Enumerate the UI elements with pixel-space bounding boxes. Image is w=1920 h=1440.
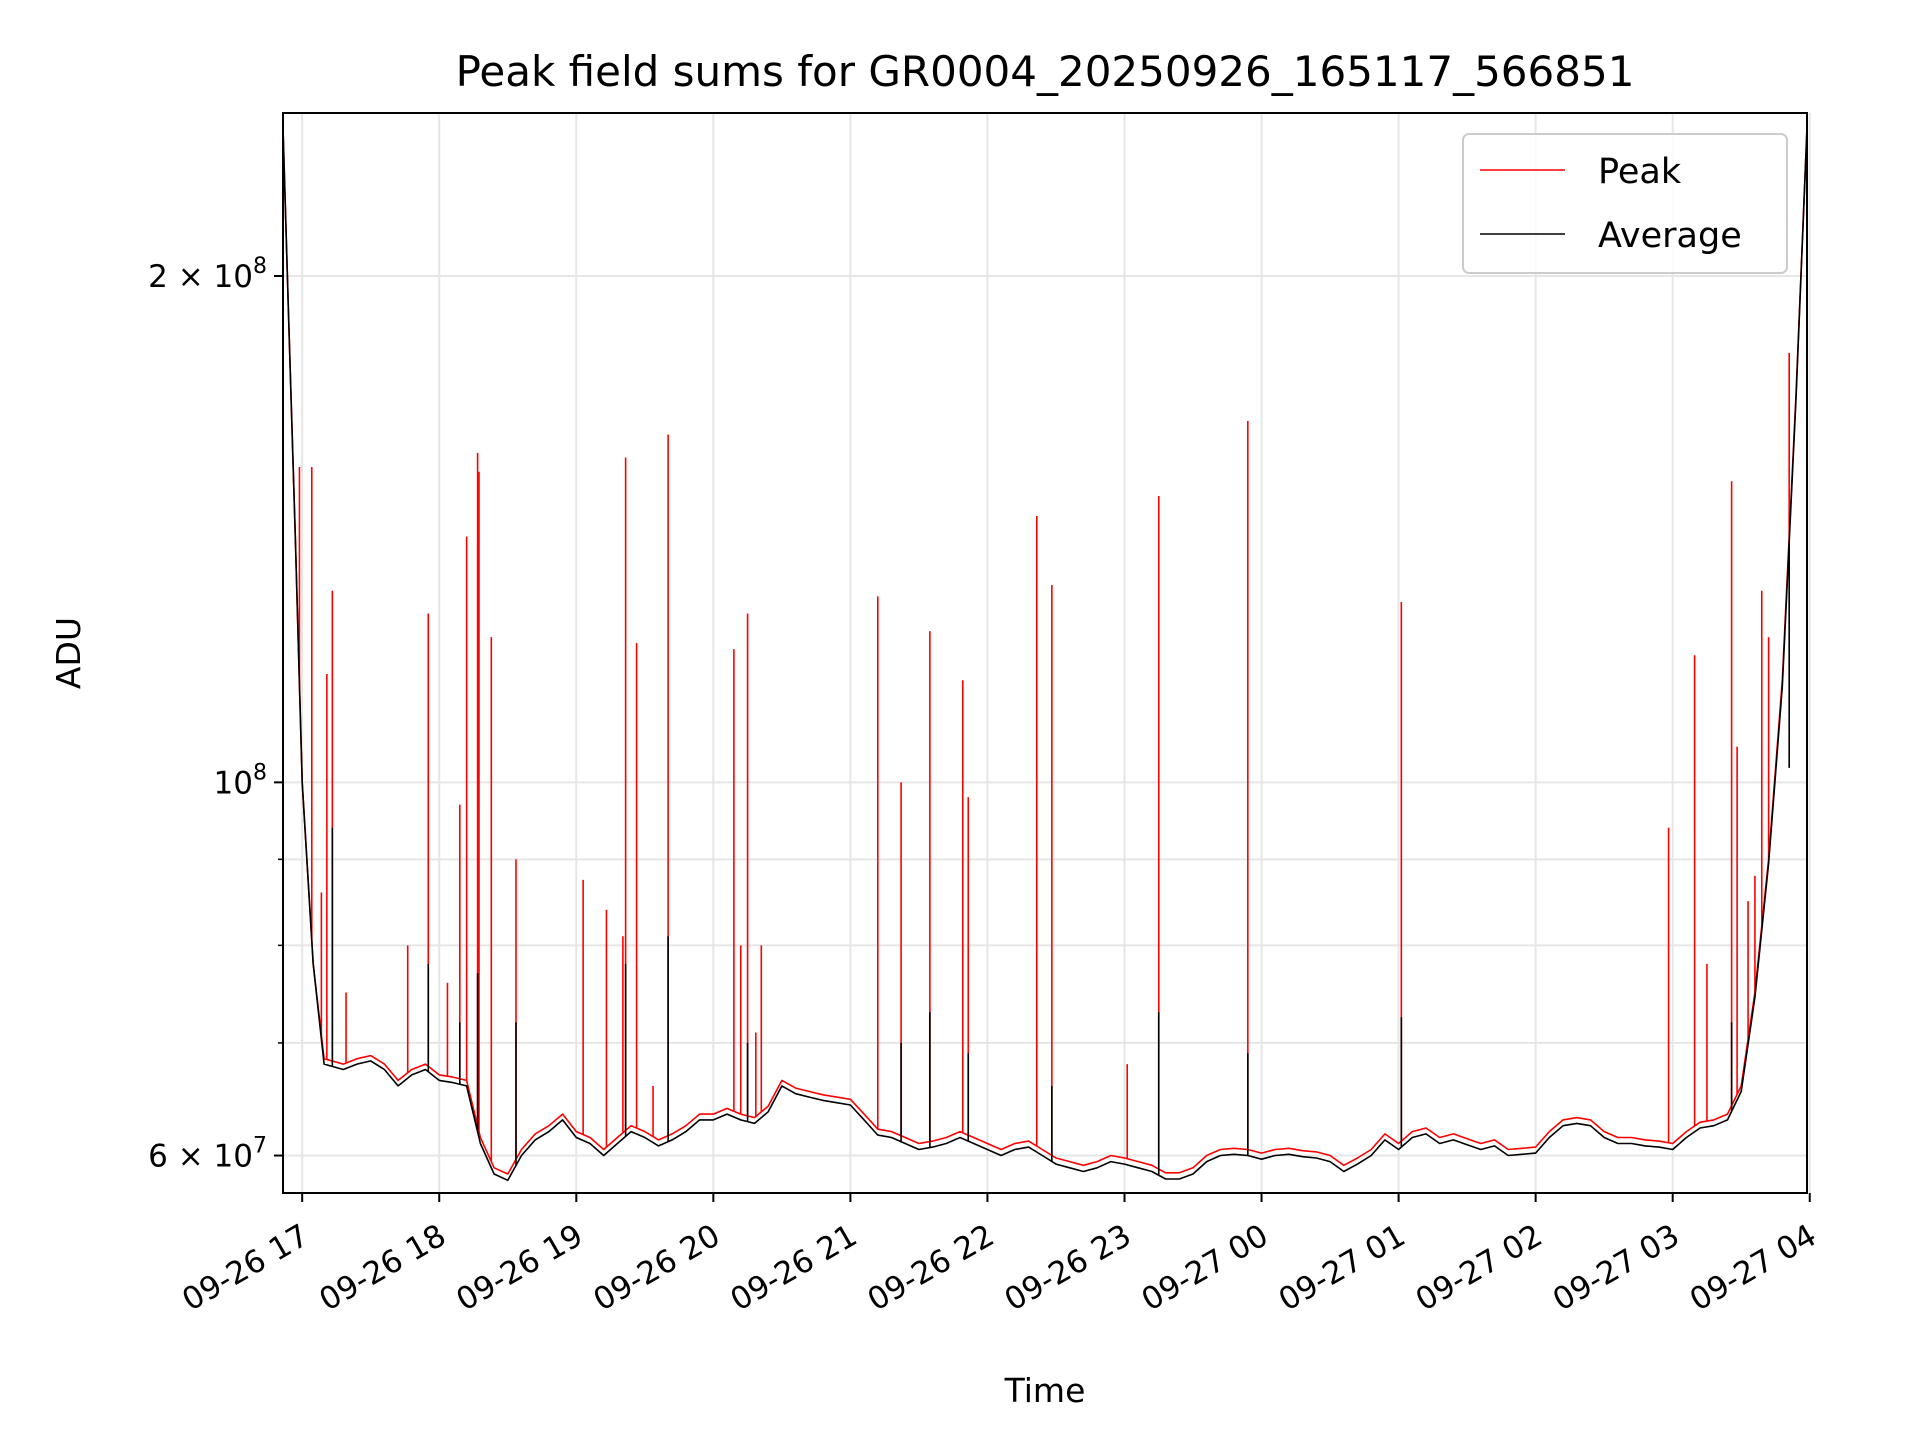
plot-frame: [282, 112, 1808, 1194]
grid-lines: [283, 113, 1811, 1193]
series-line-peak: [283, 127, 1807, 1175]
legend: Peak Average: [1462, 133, 1788, 274]
y-tick-label: 108: [214, 760, 267, 801]
series-line-average: [283, 127, 1807, 1182]
y-axis-title: ADU: [49, 617, 88, 689]
legend-label-peak: Peak: [1598, 152, 1682, 192]
y-tick-label: 6 × 107: [148, 1134, 267, 1175]
series-average: [283, 127, 1807, 1182]
legend-box: [1462, 133, 1788, 274]
series-peak: [283, 127, 1807, 1175]
x-axis-title: Time: [1004, 1371, 1086, 1410]
y-tick-label: 2 × 108: [148, 254, 267, 295]
legend-label-average: Average: [1598, 216, 1742, 256]
chart-title: Peak field sums for GR0004_20250926_1651…: [456, 47, 1635, 96]
series-layer: [283, 127, 1807, 1182]
